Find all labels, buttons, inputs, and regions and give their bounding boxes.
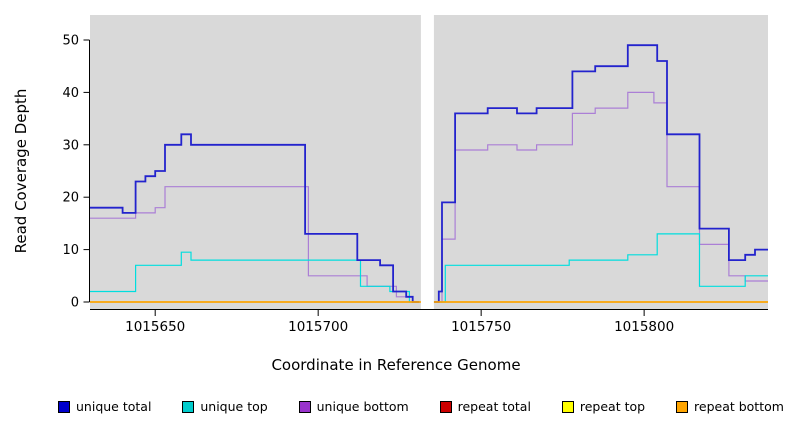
x-axis-title: Coordinate in Reference Genome [271,356,521,374]
legend-swatch-repeat-bottom [676,400,689,413]
y-tick-label: 20 [62,191,79,206]
series-unique-top [432,233,768,303]
x-tick-label: 1015700 [288,319,348,335]
legend-label-unique-bottom: unique bottom [316,399,409,414]
series-unique-total [90,133,420,303]
legend-label-unique-total: unique total [76,399,152,414]
legend-item-repeat-top: repeat top [561,399,646,414]
series-unique-bottom [432,91,768,303]
y-tick-label: 10 [62,243,79,258]
legend-item-unique-bottom: unique bottom [298,399,409,414]
y-tick-label: 0 [71,296,79,311]
legend-swatch-unique-bottom [298,400,311,413]
legend-item-unique-top: unique top [182,399,268,414]
legend-label-repeat-bottom: repeat bottom [694,399,784,414]
legend-label-repeat-top: repeat top [579,399,646,414]
x-tick-label: 1015800 [614,319,674,335]
y-axis-title: Read Coverage Depth [12,89,30,254]
y-tick-label: 30 [62,138,79,153]
legend-swatch-repeat-top [561,400,574,413]
series-unique-total [432,44,768,303]
legend-item-repeat-total: repeat total [439,399,531,414]
y-tick-label: 40 [62,86,79,101]
legend-swatch-repeat-total [439,400,452,413]
x-tick-label: 1015750 [451,319,511,335]
legend-label-unique-top: unique top [200,399,268,414]
legend-swatch-unique-top [182,400,195,413]
plot-canvas: 0 10 20 30 40 50 1015650 1015700 1015750 1015800 R… [12,14,768,335]
legend-item-unique-total: unique total [58,399,151,414]
legend-label-repeat-total: repeat total [457,399,531,414]
series-unique-bottom [90,186,420,303]
y-tick-label: 50 [62,34,79,49]
legend-item-repeat-bottom: repeat bottom [676,399,784,414]
legend: unique total unique top unique bottom repea… [58,399,784,414]
legend-swatch-unique-total [58,400,70,413]
x-tick-label: 1015650 [125,319,185,335]
coverage-gap-band [420,14,434,310]
